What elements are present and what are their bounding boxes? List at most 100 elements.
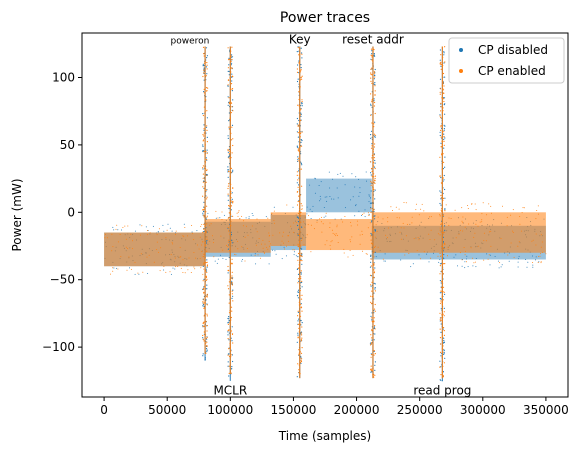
spike-point [439, 229, 441, 231]
spike-point [231, 333, 234, 335]
data-point [437, 233, 439, 235]
spike-point [206, 304, 208, 306]
data-point [201, 244, 203, 246]
data-point [374, 236, 376, 238]
spike-point [443, 97, 446, 99]
spike-point [373, 327, 375, 329]
data-point [242, 259, 243, 260]
spike-point [202, 325, 204, 327]
spike-point [298, 119, 300, 122]
spike-point [440, 308, 442, 310]
band-segment [104, 232, 206, 267]
data-point [113, 229, 115, 231]
data-point [506, 216, 508, 218]
data-point [247, 234, 249, 236]
spike-point [297, 310, 299, 312]
data-point [194, 268, 196, 270]
spike-point [371, 145, 373, 147]
data-point [532, 239, 534, 241]
data-point [366, 180, 367, 182]
data-point [494, 256, 496, 257]
spike-point [370, 369, 372, 371]
data-point [141, 225, 143, 227]
spike-point [227, 96, 229, 98]
data-point [337, 234, 338, 236]
data-point [336, 224, 338, 226]
spike-point [439, 318, 441, 320]
data-point [395, 206, 397, 208]
spike-point [440, 117, 442, 119]
spike-point [440, 126, 442, 128]
data-point [220, 254, 221, 256]
spike-point [443, 85, 445, 87]
data-point [418, 214, 420, 216]
spike-point [297, 323, 299, 325]
spike-point [300, 145, 303, 147]
data-point [158, 228, 160, 230]
spike-point [300, 276, 302, 278]
spike-point [440, 204, 442, 206]
data-point [509, 252, 511, 254]
data-point [350, 241, 351, 243]
data-point [343, 252, 345, 254]
spike-point [373, 105, 376, 107]
spike-point [374, 167, 376, 170]
spike-point [439, 134, 441, 137]
spike-point [371, 157, 373, 159]
spike-point [440, 331, 442, 333]
scatter-layer [104, 171, 547, 275]
data-point [236, 212, 238, 214]
spike-point [440, 290, 442, 292]
data-point [448, 217, 450, 219]
spike-point [231, 198, 233, 200]
spike-point [300, 108, 302, 110]
spike-point [442, 299, 444, 301]
spike-point [370, 254, 372, 256]
spike-point [301, 57, 303, 59]
data-point [502, 205, 503, 207]
spike-point [205, 47, 208, 49]
data-point [191, 225, 193, 226]
y-tick-label: −100 [42, 340, 75, 354]
data-point [213, 242, 214, 244]
data-point [423, 210, 425, 212]
spike-point [202, 165, 204, 167]
data-point [525, 259, 527, 260]
data-point [411, 216, 413, 218]
spike-point [227, 265, 229, 268]
data-point [182, 272, 184, 273]
data-point [361, 234, 363, 235]
data-point [192, 233, 194, 235]
data-point [411, 222, 413, 224]
data-point [344, 184, 346, 186]
spike-point [202, 334, 204, 337]
data-point [220, 235, 222, 237]
spike-point [202, 75, 204, 78]
data-point [241, 246, 243, 248]
spike-point [230, 67, 232, 69]
spike-point [297, 149, 299, 151]
spike-point [300, 340, 302, 342]
spike-point [297, 47, 299, 49]
spike-point [300, 252, 302, 254]
spike-point [439, 115, 441, 117]
data-point [264, 243, 266, 245]
data-point [545, 253, 547, 255]
data-point [142, 271, 144, 273]
spike-point [371, 101, 373, 103]
spike-point [374, 287, 376, 289]
data-point [479, 221, 481, 223]
spike-point [373, 350, 375, 352]
spike-point [297, 252, 300, 255]
band-segment [306, 178, 372, 213]
data-point [507, 254, 509, 256]
data-point [125, 246, 127, 248]
spike-point [228, 205, 230, 207]
spike-point [231, 275, 233, 277]
data-point [269, 243, 271, 245]
spike-point [443, 124, 445, 126]
spike-point [301, 105, 303, 107]
spike-point [297, 315, 299, 317]
spike-point [444, 113, 446, 115]
spike-point [300, 273, 302, 275]
